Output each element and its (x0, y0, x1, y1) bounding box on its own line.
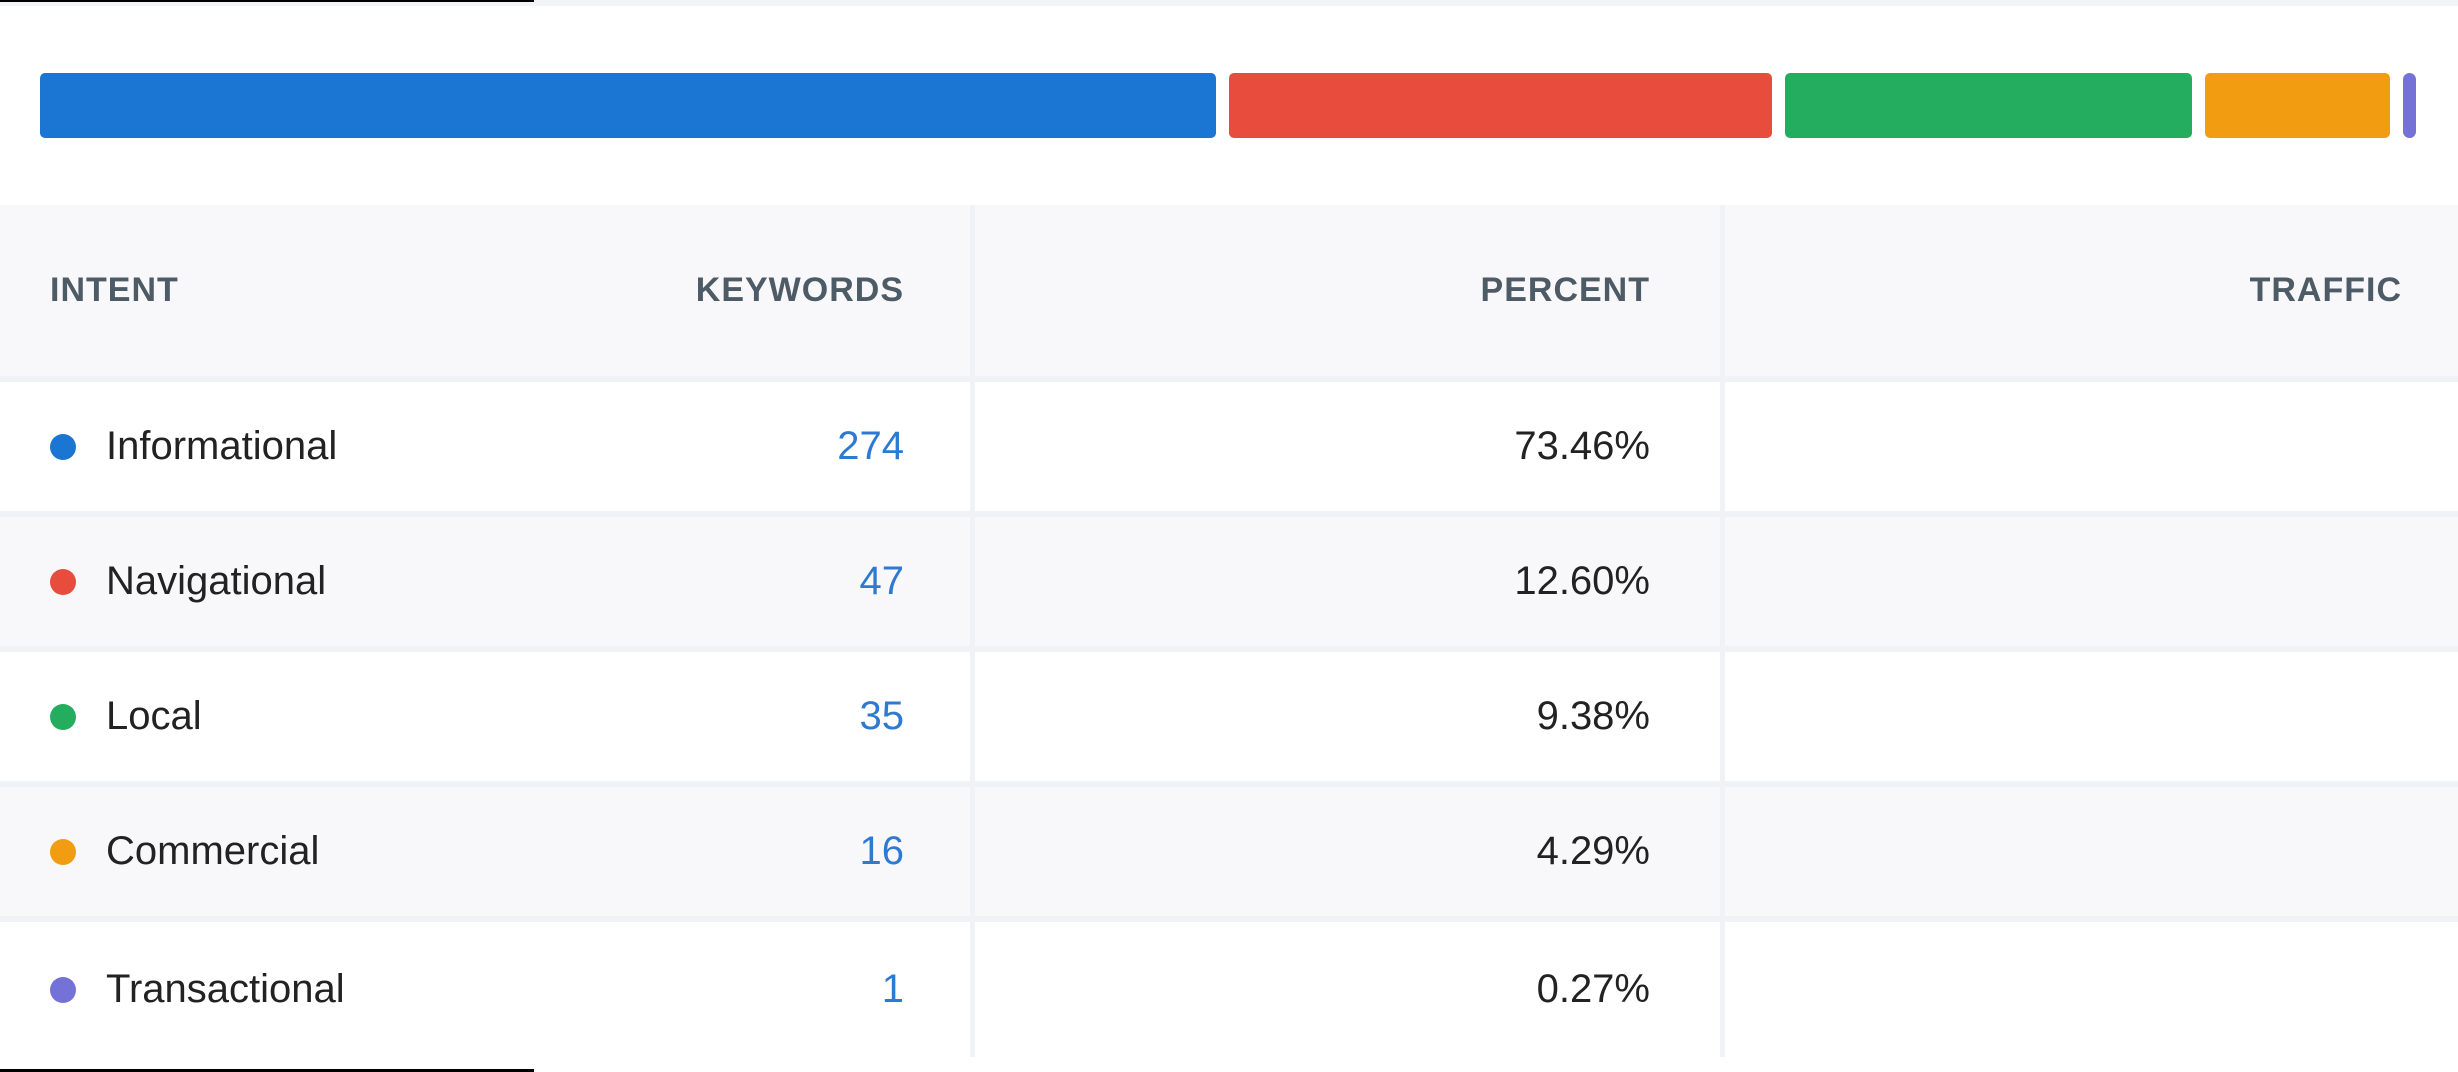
intent-distribution-bar (40, 73, 2422, 138)
keywords-link[interactable]: 274 (837, 424, 904, 468)
intent-label: Commercial (106, 829, 320, 873)
intent-label: Transactional (106, 967, 345, 1011)
bottom-border-line (0, 1069, 534, 1072)
dot-icon (50, 433, 76, 460)
percent-value: 9.38% (1536, 694, 1650, 738)
keywords-link[interactable]: 16 (859, 829, 905, 873)
table-row: Transactional 1 0.27% (0, 922, 2458, 1057)
table-row: Local 35 9.38% (0, 652, 2458, 787)
keywords-link[interactable]: 35 (859, 694, 905, 738)
table-row: Navigational 47 12.60% (0, 517, 2458, 652)
keywords-link[interactable]: 1 (881, 967, 904, 1011)
bar-segment-transactional[interactable] (2403, 73, 2416, 138)
percent-value: 0.27% (1536, 967, 1650, 1011)
top-strip (0, 0, 2458, 6)
table-row: Commercial 16 4.29% (0, 787, 2458, 922)
intent-label: Informational (106, 424, 338, 468)
dot-icon (50, 976, 76, 1003)
intent-label: Navigational (106, 559, 327, 603)
intent-label: Local (106, 694, 202, 738)
dot-icon (50, 703, 76, 730)
intent-table: INTENT KEYWORDS PERCENT TRAFFIC Informat… (0, 205, 2458, 1057)
table-row: Informational 274 73.46% (0, 382, 2458, 517)
top-border-line (0, 0, 534, 2)
bar-segment-navigational[interactable] (1229, 73, 1772, 138)
percent-value: 12.60% (1514, 559, 1650, 603)
percent-value: 4.29% (1536, 829, 1650, 873)
keywords-link[interactable]: 47 (859, 559, 905, 603)
table-header-row: INTENT KEYWORDS PERCENT TRAFFIC (0, 205, 2458, 382)
percent-value: 73.46% (1514, 424, 1650, 468)
header-percent[interactable]: PERCENT (1480, 271, 1650, 309)
header-traffic[interactable]: TRAFFIC (2249, 271, 2402, 309)
bar-segment-local[interactable] (1785, 73, 2192, 138)
bar-segment-informational[interactable] (40, 73, 1216, 138)
header-intent[interactable]: INTENT (50, 271, 179, 309)
header-keywords[interactable]: KEYWORDS (695, 271, 904, 309)
dot-icon (50, 568, 76, 595)
dot-icon (50, 838, 76, 865)
bar-segment-commercial[interactable] (2205, 73, 2390, 138)
